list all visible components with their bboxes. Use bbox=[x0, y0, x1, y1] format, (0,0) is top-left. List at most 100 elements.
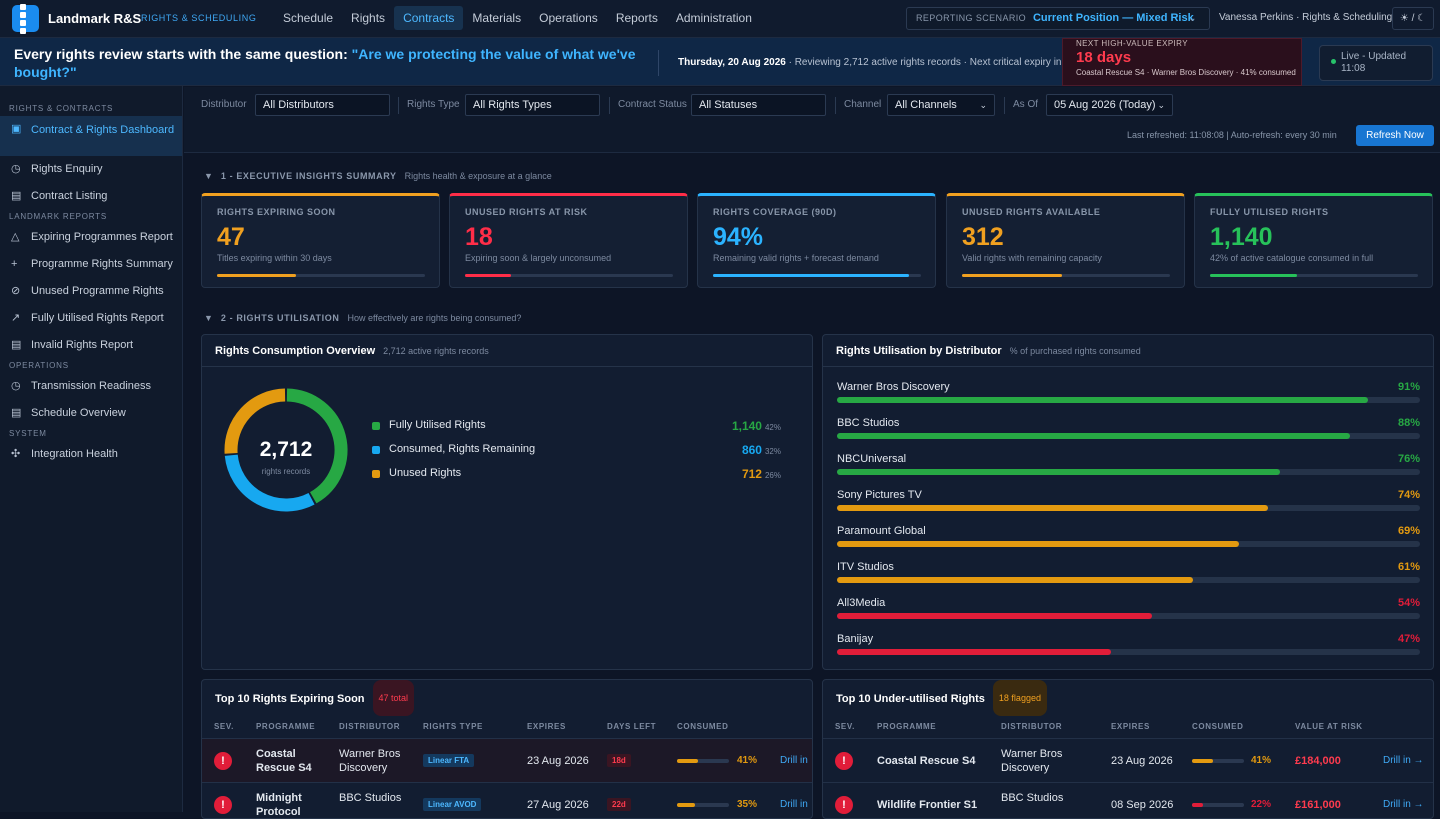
distributor-name: NBCUniversal bbox=[837, 453, 907, 465]
programme-cell: Coastal Rescue S4 bbox=[256, 748, 312, 774]
distributor-percent: 88% bbox=[1397, 417, 1420, 429]
expires-cell: 23 Aug 2026 bbox=[1111, 755, 1173, 767]
distributor-name: Paramount Global bbox=[837, 525, 926, 537]
days-left-pill: 18d bbox=[607, 754, 631, 767]
drill-in-link[interactable]: Drill in → bbox=[780, 755, 812, 766]
distributor-bar-track bbox=[837, 649, 1420, 655]
app-subtitle: RIGHTS & SCHEDULING bbox=[141, 13, 257, 23]
sidebar-item-invalid-rights[interactable]: ▤ Invalid Rights Report bbox=[0, 332, 182, 359]
nav-administration[interactable]: Administration bbox=[675, 11, 752, 25]
distributor-bar bbox=[837, 541, 1240, 547]
sidebar-item-unused-rights[interactable]: ⊘ Unused Programme Rights bbox=[0, 278, 182, 305]
kpi-card[interactable]: UNUSED RIGHTS AVAILABLE 312 Valid rights w… bbox=[946, 193, 1185, 288]
table-row[interactable]: ! Coastal Rescue S4 Warner Bros Discovery L… bbox=[202, 738, 812, 782]
clock-icon: ◷ bbox=[11, 380, 21, 392]
sidebar-item-rights-enquiry[interactable]: ◷ Rights Enquiry bbox=[0, 156, 182, 183]
distributor-bar-row[interactable]: NBCUniversal 76% bbox=[837, 453, 1420, 475]
status-select[interactable]: All Statuses bbox=[691, 94, 826, 116]
donut-segment[interactable] bbox=[286, 388, 348, 504]
column-header: VALUE AT RISK bbox=[1295, 722, 1363, 731]
legend-count: 860 bbox=[741, 443, 762, 457]
rights-type-select[interactable]: All Rights Types bbox=[465, 94, 600, 116]
kpi-card[interactable]: FULLY UTILISED RIGHTS 1,140 42% of active … bbox=[1194, 193, 1433, 288]
consumed-bar bbox=[1192, 803, 1244, 807]
section-header-utilisation[interactable]: ▼ 2 - RIGHTS UTILISATION How effectively a… bbox=[204, 313, 521, 323]
drill-in-link[interactable]: Drill in → bbox=[1383, 755, 1424, 766]
distributor-name: Sony Pictures TV bbox=[837, 489, 922, 501]
sidebar-item-label: Integration Health bbox=[31, 448, 118, 460]
distributor-bar-track bbox=[837, 577, 1420, 583]
column-header: EXPIRES bbox=[1111, 722, 1150, 731]
filter-divider bbox=[1004, 97, 1005, 114]
sidebar-item-fully-utilised[interactable]: ↗ Fully Utilised Rights Report bbox=[0, 305, 182, 332]
nav-materials[interactable]: Materials bbox=[472, 11, 522, 25]
table-row[interactable]: ! Midnight Protocol BBC Studios Linear AVOD… bbox=[202, 782, 812, 818]
distributor-bar-row[interactable]: Banijay 47% bbox=[837, 633, 1420, 655]
filter-label: Channel bbox=[844, 99, 882, 110]
distributor-bar-row[interactable]: Paramount Global 69% bbox=[837, 525, 1420, 547]
section-title: 1 - EXECUTIVE INSIGHTS SUMMARY bbox=[220, 171, 397, 181]
sidebar-item-rights-summary[interactable]: + Programme Rights Summary bbox=[0, 251, 182, 278]
nav-schedule[interactable]: Schedule bbox=[283, 11, 334, 25]
kpi-title: RIGHTS EXPIRING SOON bbox=[217, 207, 336, 217]
scenario-select[interactable]: REPORTING SCENARIO Current Position — Mi… bbox=[906, 7, 1210, 30]
nav-reports[interactable]: Reports bbox=[615, 11, 658, 25]
as-of-date-select[interactable]: 05 Aug 2026 (Today) ⌄ bbox=[1046, 94, 1173, 116]
filter-divider bbox=[398, 97, 399, 114]
table-row[interactable]: ! Coastal Rescue S4 Warner Bros Discovery 2… bbox=[823, 738, 1433, 782]
distributor-bar-row[interactable]: ITV Studios 61% bbox=[837, 561, 1420, 583]
app-logo-icon[interactable] bbox=[12, 3, 39, 34]
sidebar-item-integration[interactable]: ✣ Integration Health bbox=[0, 441, 182, 468]
kpi-progress-bar bbox=[962, 274, 1170, 277]
plus-icon: + bbox=[11, 258, 18, 270]
distributor-bar-row[interactable]: BBC Studios 88% bbox=[837, 417, 1420, 439]
distributor-bar-row[interactable]: All3Media 54% bbox=[837, 597, 1420, 619]
last-refreshed: Last refreshed: 11:08:08 | Auto-refresh:… bbox=[1127, 130, 1337, 140]
sidebar-section-title: RIGHTS & CONTRACTS bbox=[9, 104, 114, 113]
distributor-percent: 91% bbox=[1397, 381, 1420, 393]
distributor-bar-row[interactable]: Warner Bros Discovery 91% bbox=[837, 381, 1420, 403]
channel-select[interactable]: All Channels ⌄ bbox=[887, 94, 995, 116]
nav-operations[interactable]: Operations bbox=[539, 11, 598, 25]
sidebar-item-label: Fully Utilised Rights Report bbox=[31, 312, 164, 324]
value-at-risk: £161,000 bbox=[1295, 799, 1341, 811]
sidebar-item-transmission[interactable]: ◷ Transmission Readiness bbox=[0, 373, 182, 400]
drill-in-link[interactable]: Drill in → bbox=[1383, 799, 1424, 810]
table-title: Top 10 Rights Expiring Soon bbox=[215, 693, 365, 705]
distributor-bar-row[interactable]: Sony Pictures TV 74% bbox=[837, 489, 1420, 511]
sidebar: RIGHTS & CONTRACTS ▣ Contract & Rights Da… bbox=[0, 86, 183, 812]
app-title: Landmark R&S bbox=[48, 11, 142, 26]
trend-icon: ↗ bbox=[11, 312, 21, 324]
distributor-percent: 69% bbox=[1397, 525, 1420, 537]
kpi-card[interactable]: RIGHTS COVERAGE (90D) 94% Remaining valid … bbox=[697, 193, 936, 288]
distributor-name: Banijay bbox=[837, 633, 874, 645]
kpi-card[interactable]: RIGHTS EXPIRING SOON 47 Titles expiring wi… bbox=[201, 193, 440, 288]
nav-contracts[interactable]: Contracts bbox=[394, 6, 464, 30]
sidebar-item-contract-listing[interactable]: ▤ Contract Listing bbox=[0, 183, 182, 210]
filter-label: Contract Status bbox=[618, 99, 687, 110]
next-expiry-alert[interactable]: NEXT HIGH-VALUE EXPIRY 18 days Coastal R… bbox=[1062, 38, 1302, 86]
drill-in-link[interactable]: Drill in → bbox=[780, 799, 812, 810]
refresh-now-button[interactable]: Refresh Now bbox=[1356, 125, 1434, 146]
table-row[interactable]: ! Wildlife Frontier S1 BBC Studios 08 Sep 2… bbox=[823, 782, 1433, 818]
donut-segment[interactable] bbox=[224, 388, 286, 454]
collapse-icon: ▼ bbox=[204, 313, 213, 323]
programme-cell: Midnight Protocol bbox=[256, 792, 302, 818]
programme-cell: Coastal Rescue S4 bbox=[877, 755, 976, 767]
section-header-exec[interactable]: ▼ 1 - EXECUTIVE INSIGHTS SUMMARY Rights he… bbox=[204, 171, 552, 181]
sidebar-item-expiring-report[interactable]: △ Expiring Programmes Report bbox=[0, 224, 182, 251]
expires-cell: 27 Aug 2026 bbox=[527, 799, 589, 811]
sidebar-item-schedule[interactable]: ▤ Schedule Overview bbox=[0, 400, 182, 427]
distributor-select[interactable]: All Distributors bbox=[255, 94, 390, 116]
nav-rights[interactable]: Rights bbox=[351, 11, 386, 25]
consumed-fill bbox=[677, 803, 696, 807]
sidebar-item-dashboard[interactable]: ▣ Contract & Rights Dashboard bbox=[0, 116, 182, 156]
chart-subtitle: % of purchased rights consumed bbox=[1009, 346, 1141, 356]
consumed-bar bbox=[677, 803, 729, 807]
kpi-progress-fill bbox=[465, 274, 511, 277]
user-name[interactable]: Vanessa Perkins · Rights & Scheduling bbox=[1219, 12, 1393, 23]
donut-segment[interactable] bbox=[224, 454, 315, 512]
theme-toggle-button[interactable]: ☀ / ☾ bbox=[1392, 7, 1434, 30]
chevron-down-icon: ⌄ bbox=[1157, 100, 1165, 110]
kpi-card[interactable]: UNUSED RIGHTS AT RISK 18 Expiring soon & l… bbox=[449, 193, 688, 288]
